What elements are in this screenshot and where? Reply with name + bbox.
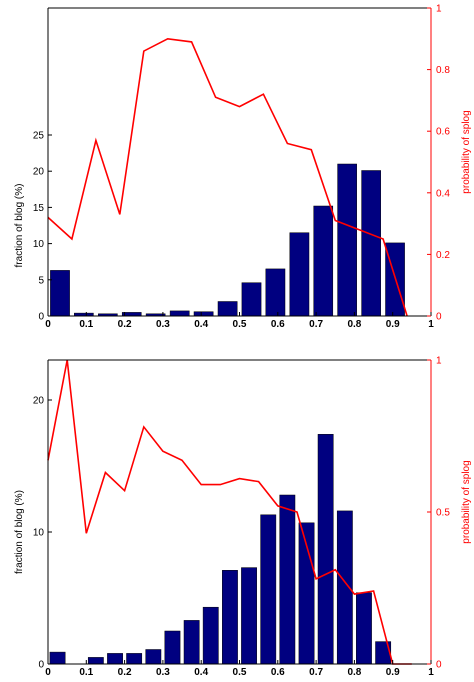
chart2-bar [279, 494, 296, 665]
chart2-splog-probability-line [47, 359, 412, 665]
chart1-x-tick-label: 0.3 [156, 319, 170, 330]
chart1-bar [337, 163, 357, 317]
chart2-y2-tick-label: 0.5 [436, 508, 450, 519]
chart1-x-tick-label: 0 [45, 319, 51, 330]
chart1-x-tick-label: 0.7 [309, 319, 323, 330]
chart1-x-tick-label: 0.9 [386, 319, 400, 330]
chart2-x-tick-label: 0.1 [79, 667, 93, 678]
chart1-x-tick-label: 1 [428, 319, 434, 330]
chart1-bar [169, 310, 190, 317]
chart2-x-tick-label: 0.5 [233, 667, 247, 678]
chart1-x-tick-label: 0.4 [194, 319, 208, 330]
chart2-bar [164, 630, 181, 665]
chart2-bar [336, 510, 353, 665]
chart2-bar [317, 434, 334, 665]
chart1-bar [217, 301, 238, 317]
chart2-bar [260, 514, 277, 665]
chart1-y2-tick-label: 0 [436, 312, 442, 323]
chart1-y-tick-label: 20 [33, 167, 45, 178]
chart1-bar [313, 205, 334, 317]
chart1-x-tick-label: 0.2 [118, 319, 132, 330]
chart2-x-tick-label: 0.9 [386, 667, 400, 678]
chart2-x-tick-label: 0.6 [271, 667, 285, 678]
chart1-bar [193, 311, 214, 317]
chart1-y-axis-label: fraction of blog (%) [14, 184, 25, 268]
chart1-bar [50, 270, 70, 317]
chart2-bar [183, 620, 200, 665]
chart1-y-tick-label: 25 [33, 131, 45, 142]
chart2-x-tick-label: 0.4 [194, 667, 208, 678]
chart1-x-tick-label: 0.5 [233, 319, 247, 330]
chart1-bar [265, 268, 286, 317]
chart2-bar [241, 567, 257, 665]
chart1-bar [289, 232, 310, 317]
chart2-y2-tick-label: 1 [436, 356, 442, 367]
chart2-bar [107, 653, 123, 665]
chart2-x-tick-label: 0.3 [156, 667, 170, 678]
chart1-splog-probability-line [47, 37, 408, 317]
chart2-y-tick-label: 20 [33, 396, 45, 407]
chart2-x-tick-label: 1 [428, 667, 434, 678]
chart2-bar [49, 651, 66, 665]
chart2-y-tick-label: 0 [38, 660, 44, 671]
chart1-y2-tick-label: 0.4 [436, 188, 450, 199]
chart2-bar [145, 649, 162, 665]
chart2-x-tick-label: 0 [45, 667, 51, 678]
chart1-y2-tick-label: 0.6 [436, 127, 450, 138]
chart1-bar [241, 282, 262, 317]
chart1-x-tick-label: 0.6 [271, 319, 285, 330]
chart1-y2-tick-label: 1 [436, 4, 442, 15]
chart2-y-axis-label: fraction of blog (%) [14, 490, 25, 574]
chart2-y2-tick-label: 0 [436, 660, 442, 671]
chart2-y-tick-label: 10 [33, 528, 45, 539]
chart2-bar [87, 657, 104, 665]
chart2-bar [356, 592, 372, 665]
chart2-bar [126, 653, 143, 665]
chart1-y-tick-label: 10 [33, 239, 45, 250]
chart2-x-tick-label: 0.2 [118, 667, 132, 678]
chart1-y2-axis-label: probability of splog [461, 110, 472, 193]
chart1-y-tick-label: 5 [38, 275, 44, 286]
chart2-x-tick-label: 0.7 [309, 667, 323, 678]
chart1-y2-tick-label: 0.2 [436, 250, 450, 261]
chart2-y2-axis-label: probability of splog [461, 460, 472, 543]
chart1-y-tick-label: 15 [33, 203, 45, 214]
chart1-x-tick-label: 0.8 [347, 319, 361, 330]
chart1-x-tick-label: 0.1 [79, 319, 93, 330]
chart2-bar [222, 570, 238, 665]
chart1-y2-tick-label: 0.8 [436, 65, 450, 76]
chart1-bar [361, 170, 381, 317]
chart2-bar [202, 606, 219, 665]
chart2-x-tick-label: 0.8 [347, 667, 361, 678]
chart1-y-tick-label: 0 [38, 312, 44, 323]
